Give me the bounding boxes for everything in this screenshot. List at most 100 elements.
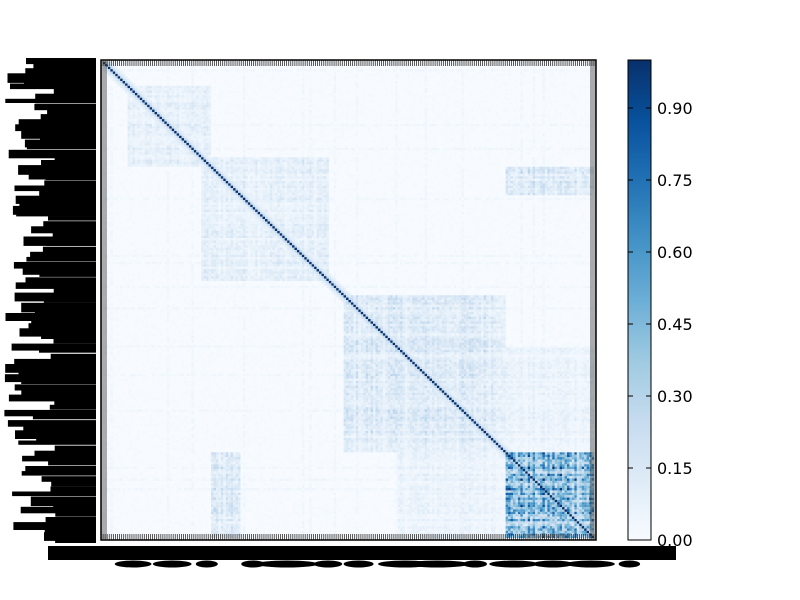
heatmap-cell — [206, 171, 209, 173]
heatmap-cell — [253, 157, 256, 159]
heatmap-cell — [447, 181, 450, 183]
heatmap-cell — [520, 126, 523, 128]
heatmap-cell — [157, 133, 160, 135]
heatmap-cell — [540, 188, 543, 190]
heatmap-cell — [137, 86, 140, 88]
heatmap-cell — [336, 131, 339, 133]
heatmap-cell — [503, 95, 506, 97]
heatmap-cell — [236, 160, 239, 162]
heatmap-cell — [130, 145, 133, 147]
heatmap-cell — [542, 114, 545, 116]
heatmap-cell — [201, 98, 204, 100]
heatmap-cell — [140, 160, 143, 162]
heatmap-cell — [135, 155, 138, 157]
heatmap-cell — [167, 141, 170, 143]
heatmap-cell — [194, 98, 197, 100]
heatmap-cell — [240, 93, 243, 95]
heatmap-cell — [341, 191, 344, 193]
heatmap-cell — [574, 114, 577, 116]
heatmap-cell — [425, 133, 428, 135]
heatmap-cell — [199, 131, 202, 133]
heatmap-cell — [309, 176, 312, 178]
heatmap-cell — [447, 148, 450, 150]
heatmap-cell — [442, 83, 445, 85]
heatmap-cell — [250, 148, 253, 150]
heatmap-cell — [582, 167, 585, 169]
heatmap-cell — [304, 186, 307, 188]
heatmap-cell — [209, 138, 212, 140]
heatmap-cell — [162, 162, 165, 164]
heatmap-cell — [312, 157, 315, 159]
heatmap-cell — [560, 188, 563, 190]
heatmap-cell — [550, 102, 553, 104]
heatmap-cell — [567, 181, 570, 183]
heatmap-cell — [194, 152, 197, 154]
heatmap-cell — [258, 112, 261, 114]
heatmap-cell — [430, 95, 433, 97]
heatmap-cell — [410, 93, 413, 95]
heatmap-cell — [267, 157, 270, 159]
heatmap-cell — [334, 76, 337, 78]
heatmap-cell — [304, 69, 307, 71]
heatmap-cell — [155, 110, 158, 112]
heatmap-cell — [356, 169, 359, 171]
heatmap-cell — [405, 157, 408, 159]
heatmap-cell — [587, 86, 590, 88]
heatmap-cell — [452, 138, 455, 140]
heatmap-cell — [290, 148, 293, 150]
heatmap-cell — [270, 124, 273, 126]
heatmap-cell — [110, 169, 113, 171]
heatmap-cell — [233, 169, 236, 171]
heatmap-cell — [420, 117, 423, 119]
heatmap-cell — [294, 181, 297, 183]
heatmap-cell — [466, 119, 469, 121]
heatmap-cell — [162, 88, 165, 90]
heatmap-cell — [231, 69, 234, 71]
heatmap-cell — [417, 136, 420, 138]
heatmap-cell — [228, 160, 231, 162]
heatmap-cell — [395, 145, 398, 147]
heatmap-cell — [132, 122, 135, 124]
heatmap-cell — [245, 164, 248, 166]
heatmap-cell — [314, 171, 317, 173]
heatmap-cell — [294, 162, 297, 164]
heatmap-cell — [123, 155, 126, 157]
heatmap-cell — [562, 179, 565, 181]
heatmap-cell — [535, 176, 538, 178]
heatmap-cell — [302, 136, 305, 138]
heatmap-cell — [110, 69, 113, 71]
heatmap-cell — [150, 160, 153, 162]
y-tick-label-blob — [51, 486, 97, 492]
heatmap-cell — [322, 183, 325, 185]
heatmap-cell — [324, 181, 327, 183]
heatmap-cell — [110, 167, 113, 169]
heatmap-cell — [130, 181, 133, 183]
heatmap-cell — [432, 124, 435, 126]
heatmap-cell — [277, 191, 280, 193]
heatmap-cell — [123, 72, 126, 74]
heatmap-cell — [206, 122, 209, 124]
heatmap-cell — [484, 122, 487, 124]
heatmap-cell — [243, 169, 246, 171]
heatmap-cell — [248, 179, 251, 181]
heatmap-cell — [123, 69, 126, 71]
heatmap-cell — [582, 169, 585, 171]
heatmap-cell — [277, 174, 280, 176]
heatmap-cell — [329, 124, 332, 126]
heatmap-cell — [488, 141, 491, 143]
heatmap-cell — [461, 181, 464, 183]
heatmap-cell — [250, 124, 253, 126]
heatmap-cell — [547, 174, 550, 176]
heatmap-cell — [260, 162, 263, 164]
heatmap-cell — [346, 102, 349, 104]
heatmap-cell — [542, 174, 545, 176]
heatmap-cell — [191, 160, 194, 162]
heatmap-cell — [530, 174, 533, 176]
heatmap-cell — [395, 91, 398, 93]
heatmap-cell — [562, 143, 565, 145]
heatmap-cell — [366, 124, 369, 126]
heatmap-cell — [329, 179, 332, 181]
heatmap-cell — [152, 138, 155, 140]
heatmap-cell — [280, 181, 283, 183]
heatmap-cell — [140, 124, 143, 126]
